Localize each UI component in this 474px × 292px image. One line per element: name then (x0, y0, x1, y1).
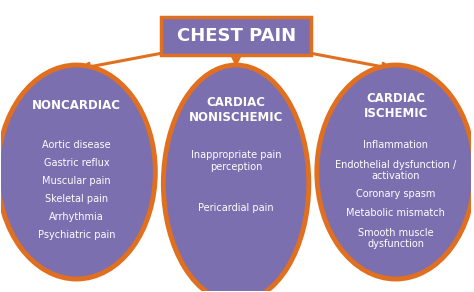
Text: Smooth muscle
dysfunction: Smooth muscle dysfunction (358, 228, 434, 249)
Text: Inappropriate pain
perception: Inappropriate pain perception (191, 150, 282, 172)
Text: Muscular pain: Muscular pain (42, 176, 111, 186)
Text: CARDIAC
NONISCHEMIC: CARDIAC NONISCHEMIC (189, 96, 283, 124)
Text: Endothelial dysfunction /
activation: Endothelial dysfunction / activation (335, 160, 456, 181)
Text: CARDIAC
ISCHEMIC: CARDIAC ISCHEMIC (364, 92, 428, 120)
Text: Pericardial pain: Pericardial pain (198, 203, 274, 213)
Text: Inflammation: Inflammation (363, 140, 428, 150)
Text: Aortic disease: Aortic disease (42, 140, 111, 150)
FancyBboxPatch shape (161, 17, 311, 55)
Ellipse shape (0, 65, 155, 279)
Text: Arrhythmia: Arrhythmia (49, 212, 104, 222)
Text: Coronary spasm: Coronary spasm (356, 189, 435, 199)
Ellipse shape (317, 65, 474, 279)
Text: Skeletal pain: Skeletal pain (45, 194, 108, 204)
Text: NONCARDIAC: NONCARDIAC (32, 99, 121, 112)
Ellipse shape (164, 65, 309, 292)
Text: Metabolic mismatch: Metabolic mismatch (346, 208, 445, 218)
Text: Gastric reflux: Gastric reflux (44, 158, 109, 168)
Text: Psychiatric pain: Psychiatric pain (38, 230, 115, 239)
Text: CHEST PAIN: CHEST PAIN (176, 27, 296, 45)
